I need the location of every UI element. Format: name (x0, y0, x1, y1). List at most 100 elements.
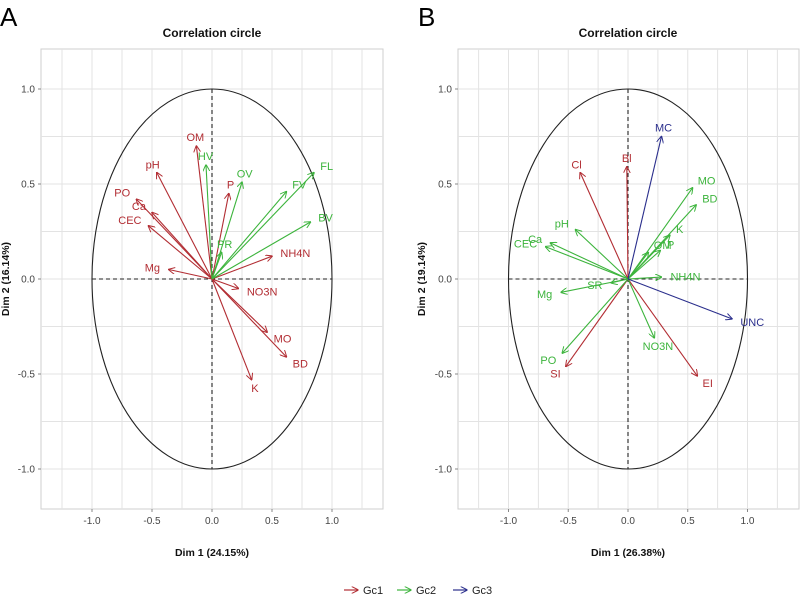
y-tick-label: 0.0 (21, 275, 35, 286)
vector-po (562, 278, 629, 353)
panel-b-xlabel: Dim 1 (26.38%) (591, 547, 665, 559)
vector-ca (152, 213, 213, 280)
y-tick-label: -1.0 (435, 465, 453, 476)
x-tick-label: -0.5 (560, 516, 578, 527)
vector-label: BD (293, 358, 308, 370)
vector-label: FV (292, 180, 307, 192)
vector-label: NH4N (280, 248, 310, 260)
vector-label: Bl (622, 153, 632, 165)
x-tick-label: 1.0 (325, 516, 339, 527)
vector-label: BD (702, 193, 717, 205)
vector-no3n (211, 278, 238, 289)
vector-om (196, 146, 213, 280)
vector-label: CEC (118, 215, 141, 227)
x-tick-label: 0.0 (621, 516, 635, 527)
vector-bd (211, 278, 286, 357)
series-gc3: MC UNC (627, 123, 764, 329)
series-gc2: HV OV FV FL BV PR (198, 151, 334, 280)
vector-label: BV (318, 212, 333, 224)
vector-bl (627, 167, 628, 280)
vector-label: PR (217, 239, 232, 251)
panel-b-title: Correlation circle (579, 26, 678, 40)
vector-label: OV (237, 169, 254, 181)
y-tick-label: 1.0 (21, 85, 35, 96)
legend-item-gc3: Gc3 (453, 585, 492, 597)
vector-ei (627, 278, 697, 376)
x-tick-label: 0.5 (265, 516, 279, 527)
vector-cec (546, 247, 629, 280)
vector-k (211, 278, 252, 380)
legend-label-gc1: Gc1 (363, 585, 383, 597)
vector-label: P (227, 180, 234, 192)
vector-label: CEC (514, 238, 537, 250)
x-tick-label: 0.0 (205, 516, 219, 527)
vector-mo (627, 188, 693, 280)
vector-p (627, 251, 660, 280)
vector-label: Cl (571, 159, 581, 171)
y-tick-label: 0.0 (438, 275, 452, 286)
vector-label: PO (114, 188, 130, 200)
vector-label: NO3N (247, 287, 278, 299)
panel-letter-a: A (0, 2, 18, 32)
legend-label-gc3: Gc3 (472, 585, 492, 597)
vector-fl (211, 173, 314, 280)
vector-label: PO (540, 355, 556, 367)
vector-label: Mg (537, 289, 552, 301)
vector-label: pH (146, 160, 160, 172)
y-tick-label: -0.5 (18, 370, 36, 381)
vector-ph (157, 173, 213, 280)
x-tick-label: 1.0 (741, 516, 755, 527)
panel-a-xlabel: Dim 1 (24.15%) (175, 547, 249, 559)
vector-ov (211, 182, 242, 280)
vector-label: NO3N (643, 341, 674, 353)
vector-om (627, 252, 648, 280)
vector-nh4n (627, 277, 661, 279)
vector-label: EI (703, 378, 713, 390)
vector-label: Mg (145, 263, 160, 275)
panel-a-title: Correlation circle (163, 26, 262, 40)
y-tick-label: -1.0 (18, 465, 36, 476)
vector-nh4n (211, 256, 272, 280)
vector-cec (148, 226, 213, 280)
vector-cl (580, 173, 629, 280)
vector-label: MO (698, 175, 716, 187)
vector-label: K (676, 224, 684, 236)
series-gc2: MOBDKPOMpHCaCECNH4NSRMgNO3NPO (514, 175, 718, 366)
vector-label: pH (555, 218, 569, 230)
vector-label: Ca (528, 234, 543, 246)
vector-bv (211, 222, 310, 280)
vector-p (211, 194, 229, 280)
vector-label: MO (274, 333, 292, 345)
y-tick-label: 0.5 (21, 180, 35, 191)
vector-mg (561, 278, 629, 292)
panel-a-ylabel: Dim 2 (16.14%) (0, 242, 12, 316)
vector-label: SI (550, 369, 560, 381)
vector-si (566, 278, 629, 366)
y-tick-label: -0.5 (435, 370, 453, 381)
vector-unc (627, 278, 732, 319)
panel-letter-b: B (418, 2, 435, 32)
vector-label: P (667, 240, 674, 252)
panel-b-ylabel: Dim 2 (19.14%) (416, 242, 428, 316)
legend-label-gc2: Gc2 (416, 585, 436, 597)
vector-mg (169, 270, 213, 280)
vector-no3n (627, 278, 654, 338)
y-tick-label: 1.0 (438, 85, 452, 96)
vector-label: UNC (740, 317, 764, 329)
vector-mc (627, 137, 661, 280)
x-tick-label: -1.0 (83, 516, 101, 527)
x-tick-label: -1.0 (500, 516, 518, 527)
vector-label: K (251, 383, 259, 395)
vector-label: OM (186, 132, 204, 144)
vector-label: HV (198, 151, 214, 163)
vector-label: Ca (132, 201, 147, 213)
vector-pr (211, 252, 222, 280)
legend: Gc1 Gc2 Gc3 (344, 585, 492, 597)
vector-label: OM (654, 240, 672, 252)
x-tick-label: -0.5 (143, 516, 161, 527)
vector-ph (575, 230, 629, 280)
vector-label: MC (655, 123, 672, 135)
legend-item-gc1: Gc1 (344, 585, 383, 597)
